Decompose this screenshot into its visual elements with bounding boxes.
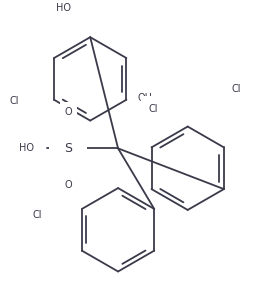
Text: Cl: Cl	[33, 210, 42, 220]
Text: S: S	[64, 142, 72, 155]
Text: OH: OH	[138, 93, 153, 103]
Text: Cl: Cl	[231, 84, 241, 94]
Text: Cl: Cl	[148, 104, 158, 114]
Text: HO: HO	[56, 3, 71, 13]
Text: O: O	[64, 107, 72, 117]
Text: Cl: Cl	[9, 96, 19, 106]
Text: HO: HO	[18, 143, 33, 153]
Text: O: O	[64, 180, 72, 190]
